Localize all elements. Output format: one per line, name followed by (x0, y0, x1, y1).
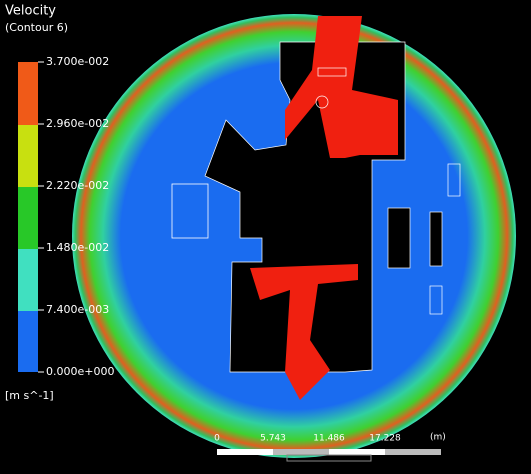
scale-segment (329, 449, 385, 455)
scale-label: 0 (214, 434, 220, 444)
legend-unit: [m s^-1] (5, 389, 54, 402)
color-band (18, 311, 38, 372)
scale-label: 11.486 (313, 434, 345, 444)
scale-segment (385, 449, 441, 455)
legend-title: Velocity (5, 4, 56, 19)
block (388, 208, 410, 268)
legend-subtitle: (Contour 6) (5, 21, 68, 34)
level-label: 1.480e-002 (46, 241, 109, 254)
block (430, 212, 442, 266)
scale-segment (217, 449, 273, 455)
color-band (18, 62, 38, 125)
page: Velocity (Contour 6) 3.700e-002 2.960e-00… (0, 0, 531, 474)
level-label: 0.000e+000 (46, 365, 114, 378)
level-label: 2.960e-002 (46, 117, 109, 130)
level-label: 7.400e-003 (46, 303, 109, 316)
scale-label: 17.228 (369, 434, 401, 444)
color-band (18, 187, 38, 249)
level-label: 3.700e-002 (46, 55, 109, 68)
scale-segment (273, 449, 329, 455)
scale-unit: (m) (430, 433, 446, 443)
level-label: 2.220e-002 (46, 179, 109, 192)
screen: Velocity (Contour 6) 3.700e-002 2.960e-00… (0, 0, 531, 474)
scale-label: 5.743 (260, 434, 286, 444)
color-band (18, 249, 38, 311)
color-band (18, 125, 38, 187)
